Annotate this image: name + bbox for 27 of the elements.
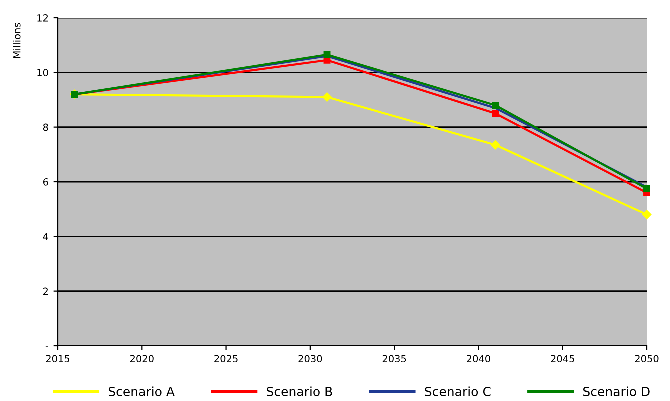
point [492, 102, 500, 109]
y-tick-label: - [46, 346, 48, 348]
legend-label: Scenario B [267, 386, 332, 396]
legend-label: Scenario D [584, 386, 650, 396]
legend-label: Scenario A [108, 386, 175, 396]
y-tick-label: 2 [44, 288, 48, 296]
point [492, 110, 500, 118]
y-tick-label: 10 [38, 69, 48, 76]
x-tick-label: 2020 [130, 355, 154, 363]
y-tick-label: 6 [43, 178, 48, 186]
point [644, 185, 650, 192]
point [324, 51, 331, 58]
x-tick-label: 2030 [298, 355, 322, 363]
y-tick-label: 8 [43, 124, 48, 132]
x-tick-label: 2025 [214, 355, 238, 363]
x-tick-label: 2040 [467, 355, 490, 363]
x-tick-label: 2015 [46, 355, 70, 363]
point [642, 210, 652, 220]
y-tick-label: 4 [43, 233, 48, 240]
point [322, 92, 332, 102]
x-tick-label: 2035 [382, 355, 406, 363]
point [490, 140, 500, 150]
x-tick-label: 2045 [551, 355, 574, 363]
y-tick-label: 12 [38, 14, 48, 22]
legend-label: Scenario C [425, 386, 491, 396]
x-tick-label: 2050 [635, 355, 659, 363]
y-axis-title: Millions [13, 23, 21, 58]
